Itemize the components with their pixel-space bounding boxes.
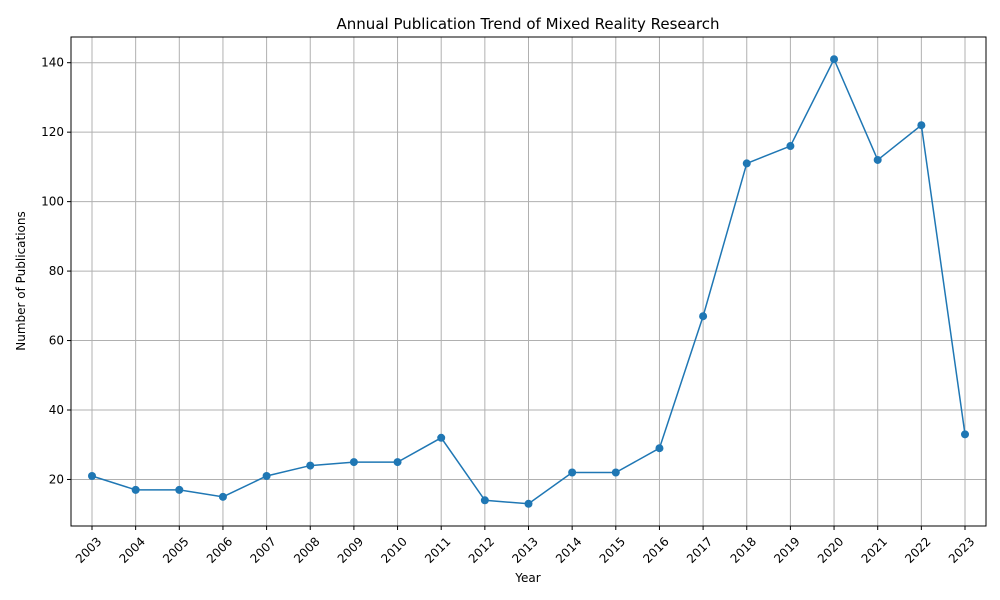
- data-point-2008: [306, 461, 315, 470]
- data-point-2022: [917, 121, 926, 130]
- data-point-2019: [786, 142, 795, 151]
- data-point-2011: [437, 433, 446, 442]
- data-point-2004: [131, 485, 140, 494]
- y-tick-label: 100: [41, 195, 64, 209]
- data-point-2005: [175, 485, 184, 494]
- data-point-2017: [699, 312, 708, 321]
- data-point-2010: [393, 458, 402, 467]
- x-tick-label: 2017: [684, 534, 715, 565]
- data-point-2018: [742, 159, 751, 168]
- x-tick-label: 2008: [291, 534, 322, 565]
- data-point-2009: [349, 458, 358, 467]
- y-axis-label: Number of Publications: [14, 211, 28, 351]
- y-tick-label: 20: [49, 472, 64, 486]
- x-tick-label: 2010: [378, 534, 409, 565]
- x-tick-label: 2012: [466, 534, 497, 565]
- data-point-2023: [961, 430, 969, 439]
- data-point-2021: [873, 155, 882, 164]
- x-tick-label: 2022: [902, 534, 933, 565]
- chart-title: Annual Publication Trend of Mixed Realit…: [337, 15, 720, 33]
- x-tick-label: 2009: [335, 534, 366, 565]
- x-tick-label: 2006: [204, 534, 235, 565]
- data-point-2006: [218, 492, 227, 501]
- x-tick-label: 2015: [597, 534, 628, 565]
- plot-frame: [70, 36, 987, 527]
- x-tick-label: 2019: [771, 534, 802, 565]
- data-point-2015: [611, 468, 620, 477]
- x-tick-label: 2013: [509, 534, 540, 565]
- grid-lines: [71, 37, 986, 526]
- x-tick-label: 2020: [815, 534, 846, 565]
- x-axis-label: Year: [514, 571, 540, 585]
- data-point-2020: [830, 55, 839, 64]
- y-tick-label: 120: [41, 125, 64, 139]
- y-tick-label: 80: [49, 264, 64, 278]
- x-tick-label: 2023: [946, 534, 977, 565]
- data-point-2012: [480, 496, 489, 505]
- x-tick-label: 2014: [553, 534, 584, 565]
- x-tick-label: 2004: [116, 534, 147, 565]
- data-point-2013: [524, 499, 533, 508]
- x-tick-label: 2011: [422, 534, 453, 565]
- x-tick-label: 2021: [859, 534, 890, 565]
- y-tick-label: 140: [41, 56, 64, 70]
- data-point-2016: [655, 444, 664, 453]
- x-tick-label: 2003: [73, 534, 104, 565]
- y-tick-label: 60: [49, 334, 64, 348]
- x-tick-label: 2016: [640, 534, 671, 565]
- data-point-2003: [88, 471, 96, 480]
- x-tick-label: 2005: [160, 534, 191, 565]
- x-tick-label: 2018: [728, 534, 759, 565]
- y-tick-label: 40: [49, 403, 64, 417]
- series-mixed-reality-publications: [88, 55, 969, 508]
- x-tick-label: 2007: [247, 534, 278, 565]
- data-point-2007: [262, 471, 271, 480]
- data-point-2014: [568, 468, 577, 477]
